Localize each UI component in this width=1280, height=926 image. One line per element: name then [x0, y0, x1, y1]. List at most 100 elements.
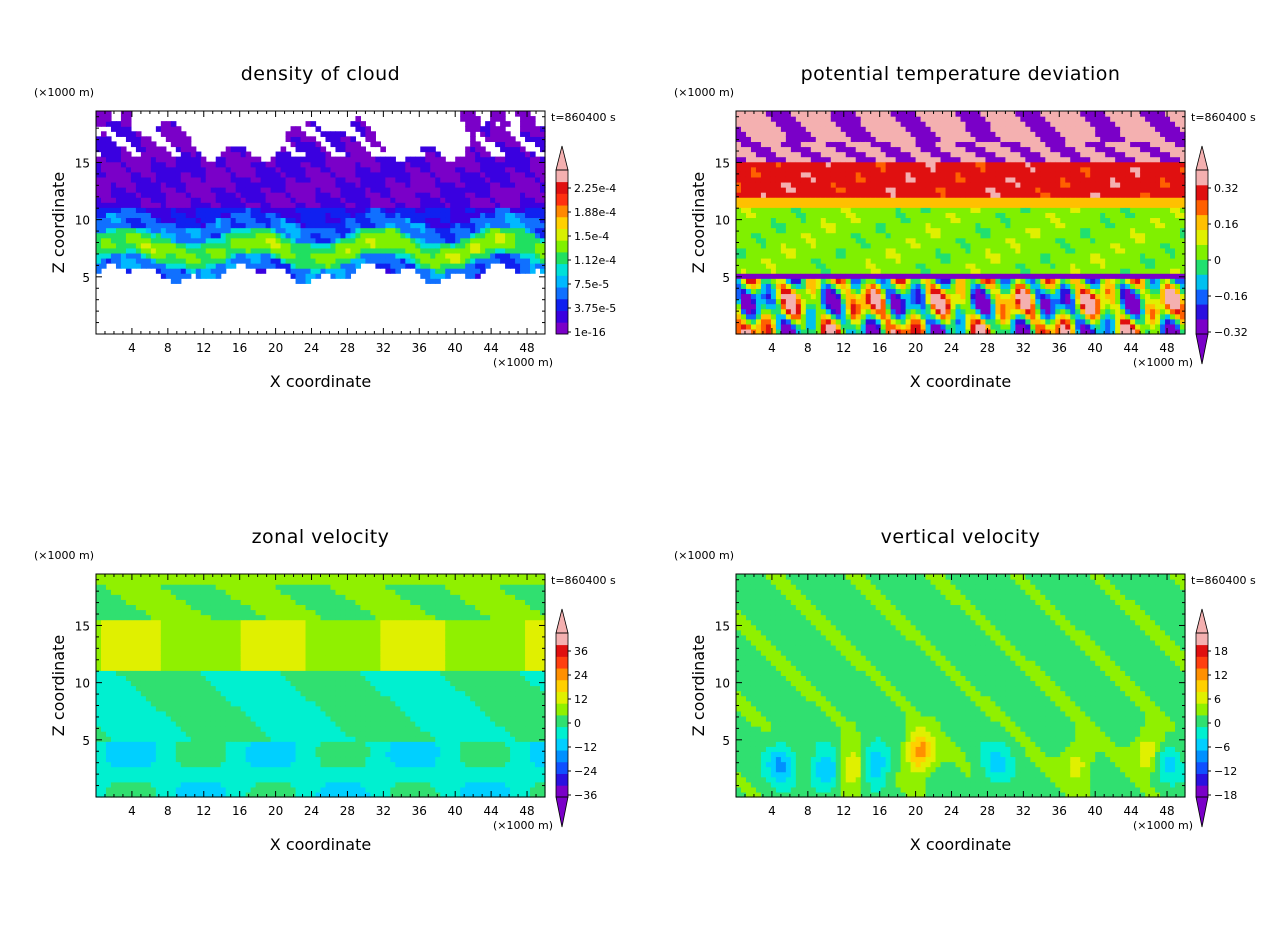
field-cell — [866, 299, 872, 305]
field-cell — [766, 177, 772, 183]
field-cell — [126, 192, 132, 198]
field-cell — [495, 131, 501, 137]
field-cell — [980, 288, 986, 294]
field-cell — [311, 162, 317, 168]
field-cell — [335, 248, 341, 254]
field-cell — [990, 182, 996, 188]
field-cell — [151, 207, 157, 213]
field-cell — [286, 248, 292, 254]
field-cell — [861, 253, 867, 259]
field-cell — [470, 253, 476, 259]
field-cell — [291, 141, 297, 147]
field-cell — [121, 116, 127, 122]
field-cell — [430, 228, 436, 234]
field-cell — [450, 253, 456, 259]
field-cell — [1000, 131, 1006, 137]
field-cell — [111, 126, 117, 132]
field-cell — [171, 157, 177, 163]
x-tick-label: 28 — [340, 341, 355, 355]
field-cell — [975, 182, 981, 188]
field-cell — [736, 121, 742, 127]
field-cell — [261, 202, 267, 208]
field-cell — [206, 197, 212, 203]
field-cell — [881, 293, 887, 299]
field-cell — [965, 157, 971, 163]
field-cell — [836, 182, 842, 188]
field-cell — [355, 258, 361, 264]
field-cell — [771, 309, 777, 315]
field-cell — [756, 319, 762, 325]
field-cell — [751, 238, 757, 244]
field-cell — [916, 288, 922, 294]
field-cell — [756, 162, 762, 168]
field-cell — [181, 263, 187, 269]
field-cell — [756, 141, 762, 147]
field-cell — [901, 207, 907, 213]
field-cell — [246, 167, 252, 173]
field-cell — [831, 314, 837, 320]
field-cell — [836, 299, 842, 305]
field-cell — [956, 116, 962, 122]
field-cell — [121, 172, 127, 178]
field-cell — [936, 157, 942, 163]
field-cell — [470, 268, 476, 274]
field-cell — [956, 324, 962, 330]
field-cell — [276, 243, 282, 249]
field-cell — [500, 116, 506, 122]
field-cell — [801, 293, 807, 299]
field-cell — [975, 172, 981, 178]
field-cell — [891, 273, 897, 279]
field-cell — [425, 202, 431, 208]
field-cell — [761, 212, 767, 218]
field-cell — [266, 233, 272, 239]
field-cell — [136, 253, 142, 259]
field-cell — [746, 187, 752, 193]
field-cell — [256, 228, 262, 234]
field-cell — [791, 228, 797, 234]
field-cell — [475, 263, 481, 269]
field-cell — [990, 248, 996, 254]
field-cell — [296, 141, 302, 147]
field-cell — [390, 223, 396, 229]
field-cell — [430, 268, 436, 274]
field-cell — [490, 182, 496, 188]
field-cell — [736, 248, 742, 254]
field-cell — [271, 253, 277, 259]
field-cell — [791, 202, 797, 208]
field-cell — [796, 141, 802, 147]
field-cell — [1010, 146, 1016, 152]
field-cell — [380, 197, 386, 203]
field-cell — [286, 258, 292, 264]
field-cell — [340, 146, 346, 152]
field-cell — [980, 228, 986, 234]
field-cell — [985, 324, 991, 330]
field-cell — [906, 243, 912, 249]
field-cell — [360, 152, 366, 158]
field-cell — [746, 273, 752, 279]
field-cell — [926, 278, 932, 284]
field-cell — [1010, 258, 1016, 264]
field-cell — [510, 167, 516, 173]
field-cell — [906, 288, 912, 294]
field-cell — [975, 304, 981, 310]
field-cell — [761, 319, 767, 325]
field-cell — [871, 152, 877, 158]
field-cell — [956, 238, 962, 244]
field-cell — [1000, 238, 1006, 244]
field-cell — [901, 238, 907, 244]
field-cell — [846, 111, 852, 117]
field-cell — [365, 248, 371, 254]
field-cell — [525, 187, 531, 193]
field-cell — [211, 207, 217, 213]
field-cell — [525, 111, 531, 117]
field-cell — [781, 116, 787, 122]
field-cell — [440, 177, 446, 183]
field-cell — [311, 273, 317, 279]
field-cell — [236, 223, 242, 229]
field-cell — [741, 187, 747, 193]
field-cell — [475, 197, 481, 203]
field-cell — [380, 258, 386, 264]
field-cell — [485, 243, 491, 249]
field-cell — [450, 167, 456, 173]
field-cell — [861, 263, 867, 269]
